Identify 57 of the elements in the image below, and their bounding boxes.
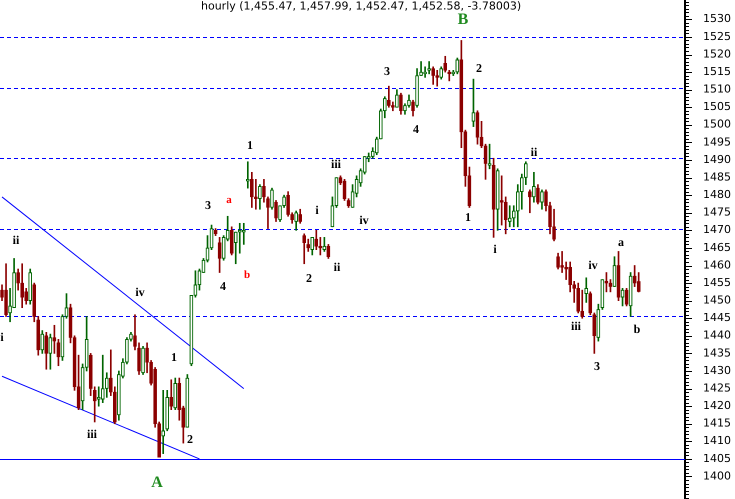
y-tick-label: 1465	[703, 240, 731, 254]
y-tick-label: 1525	[703, 30, 731, 43]
chart-title: hourly (1,455.47, 1,457.99, 1,452.47, 1,452.58, -3.78003)	[201, 0, 522, 12]
annotation: 2	[187, 432, 193, 446]
annotation: iii	[86, 427, 98, 442]
y-tick-label: 1415	[703, 416, 731, 430]
annotation: a	[226, 194, 232, 206]
annotation: i	[493, 242, 498, 256]
annotation: b	[634, 322, 641, 336]
annotation: 2	[306, 271, 312, 286]
y-tick-label: 1475	[703, 206, 731, 219]
y-tick-label: 1520	[703, 47, 731, 60]
y-tick-label: 1420	[703, 399, 731, 412]
annotation: ii	[334, 260, 341, 274]
y-tick-label: 1470	[703, 223, 731, 236]
annotation: 1	[247, 138, 253, 152]
y-tick-label: 1445	[703, 311, 731, 324]
y-tick-label: 1440	[703, 328, 731, 342]
annotation: iii	[570, 319, 582, 334]
annotation: B	[458, 11, 469, 28]
annotation: 1	[171, 350, 177, 364]
y-tick-label: 1435	[703, 346, 731, 360]
y-tick-label: 1515	[703, 64, 731, 78]
y-tick-label: 1480	[703, 188, 731, 202]
y-tick-label: 1530	[703, 12, 731, 26]
y-tick-label: 1510	[703, 82, 731, 96]
y-tick-label: 1505	[703, 100, 731, 114]
annotation: a	[618, 235, 624, 250]
annotation: i	[0, 330, 4, 344]
y-tick-label: 1460	[703, 258, 731, 272]
annotation: ii	[12, 233, 20, 248]
y-tick-label: 1500	[703, 118, 731, 131]
annotation: 2	[476, 61, 482, 76]
annotation: A	[151, 474, 164, 492]
y-tick-label: 1410	[703, 434, 731, 448]
annotation: i	[315, 203, 320, 218]
y-tick-label: 1490	[703, 152, 731, 166]
annotation: iv	[135, 285, 145, 300]
annotation: iv	[588, 258, 598, 272]
annotation: b	[244, 268, 250, 281]
y-tick-label: 1400	[703, 469, 731, 482]
annotation: 3	[594, 359, 600, 374]
annotation: iii	[330, 157, 342, 172]
y-tick-label: 1425	[703, 381, 731, 394]
annotation: iv	[359, 213, 369, 228]
annotation: ii	[530, 145, 538, 160]
annotation: 3	[384, 64, 390, 78]
y-tick-label: 1495	[703, 135, 731, 148]
annotation: 1	[465, 210, 471, 224]
y-tick-label: 1455	[703, 276, 731, 289]
annotation: 4	[220, 279, 226, 294]
y-tick-label: 1430	[703, 364, 731, 377]
annotation: 3	[205, 198, 211, 212]
y-tick-label: 1450	[703, 294, 731, 307]
annotation: 4	[413, 122, 419, 136]
y-tick-label: 1405	[703, 452, 731, 465]
y-tick-label: 1485	[703, 170, 731, 184]
